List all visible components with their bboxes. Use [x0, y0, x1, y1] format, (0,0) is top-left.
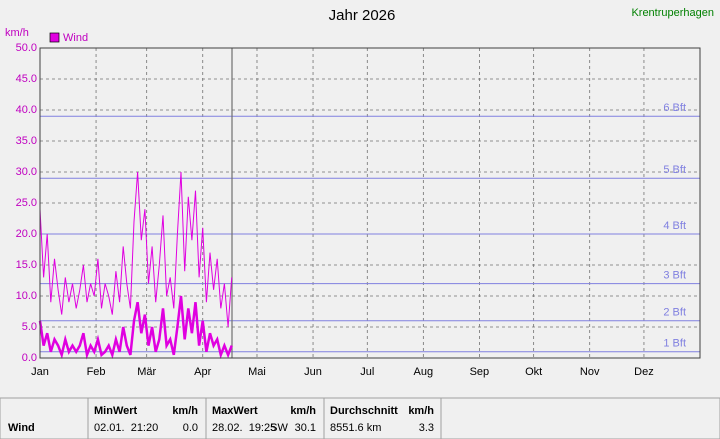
plot-area: 0.0 5.0 10.0 15.0 20.0 25.0 30.0 35.0 40.0 45.0 50…: [16, 42, 701, 378]
summary-table: Wind MinWert km/h 02.01. 21:20 0.0 MaxWe…: [0, 397, 720, 439]
y-tick-label: 45.0: [16, 73, 37, 85]
series-line: [39, 171, 233, 328]
col-unit: km/h: [408, 405, 434, 417]
col-header: MaxWert: [212, 405, 258, 417]
col-header: MinWert: [94, 405, 138, 417]
direction: SW: [270, 422, 288, 434]
x-tick-label: Jan: [31, 366, 49, 378]
x-tick-label: Apr: [194, 366, 211, 378]
y-tick-label: 40.0: [16, 104, 37, 116]
x-tick-label: Mär: [137, 366, 156, 378]
series-line: [38, 295, 233, 360]
legend-swatch: [49, 32, 60, 43]
plot-frame: [39, 47, 701, 359]
table-frame: [0, 397, 720, 439]
beaufort-label: 6 Bft: [663, 102, 686, 114]
distance: 8551.6 km: [330, 422, 381, 434]
row-label: Wind: [8, 422, 35, 434]
legend-label: Wind: [63, 32, 88, 44]
x-tick-label: Dez: [634, 366, 654, 378]
value: 30.1: [295, 422, 316, 434]
beaufort-label: 1 Bft: [663, 338, 686, 350]
x-tick-label: Nov: [580, 366, 600, 378]
value: 3.3: [419, 422, 434, 434]
y-tick-label: 20.0: [16, 228, 37, 240]
beaufort-label: 2 Bft: [663, 307, 686, 319]
y-tick-label: 10.0: [16, 290, 37, 302]
y-tick-label: 35.0: [16, 135, 37, 147]
x-tick-label: Sep: [470, 366, 490, 378]
x-tick-label: Okt: [525, 366, 542, 378]
beaufort-label: 3 Bft: [663, 270, 686, 282]
x-tick-label: Aug: [414, 366, 434, 378]
chart-title: Jahr 2026: [329, 7, 396, 24]
x-tick-label: Feb: [87, 366, 106, 378]
col-header: Durchschnitt: [330, 405, 398, 417]
x-tick-label: Jul: [360, 366, 374, 378]
y-tick-label: 30.0: [16, 166, 37, 178]
x-tick-label: Jun: [304, 366, 322, 378]
col-unit: km/h: [290, 405, 316, 417]
station-name: Krentruperhagen: [631, 7, 714, 19]
beaufort-label: 5 Bft: [663, 164, 686, 176]
beaufort-label: 4 Bft: [663, 220, 686, 232]
time: 28.02. 19:25: [212, 422, 276, 434]
y-tick-label: 15.0: [16, 259, 37, 271]
x-tick-label: Mai: [248, 366, 266, 378]
y-unit: km/h: [5, 27, 29, 39]
y-tick-label: 50.0: [16, 42, 37, 54]
time: 02.01. 21:20: [94, 422, 158, 434]
y-tick-label: 5.0: [22, 321, 37, 333]
y-tick-label: 0.0: [22, 352, 37, 364]
y-tick-label: 25.0: [16, 197, 37, 209]
col-unit: km/h: [172, 405, 198, 417]
value: 0.0: [183, 422, 198, 434]
